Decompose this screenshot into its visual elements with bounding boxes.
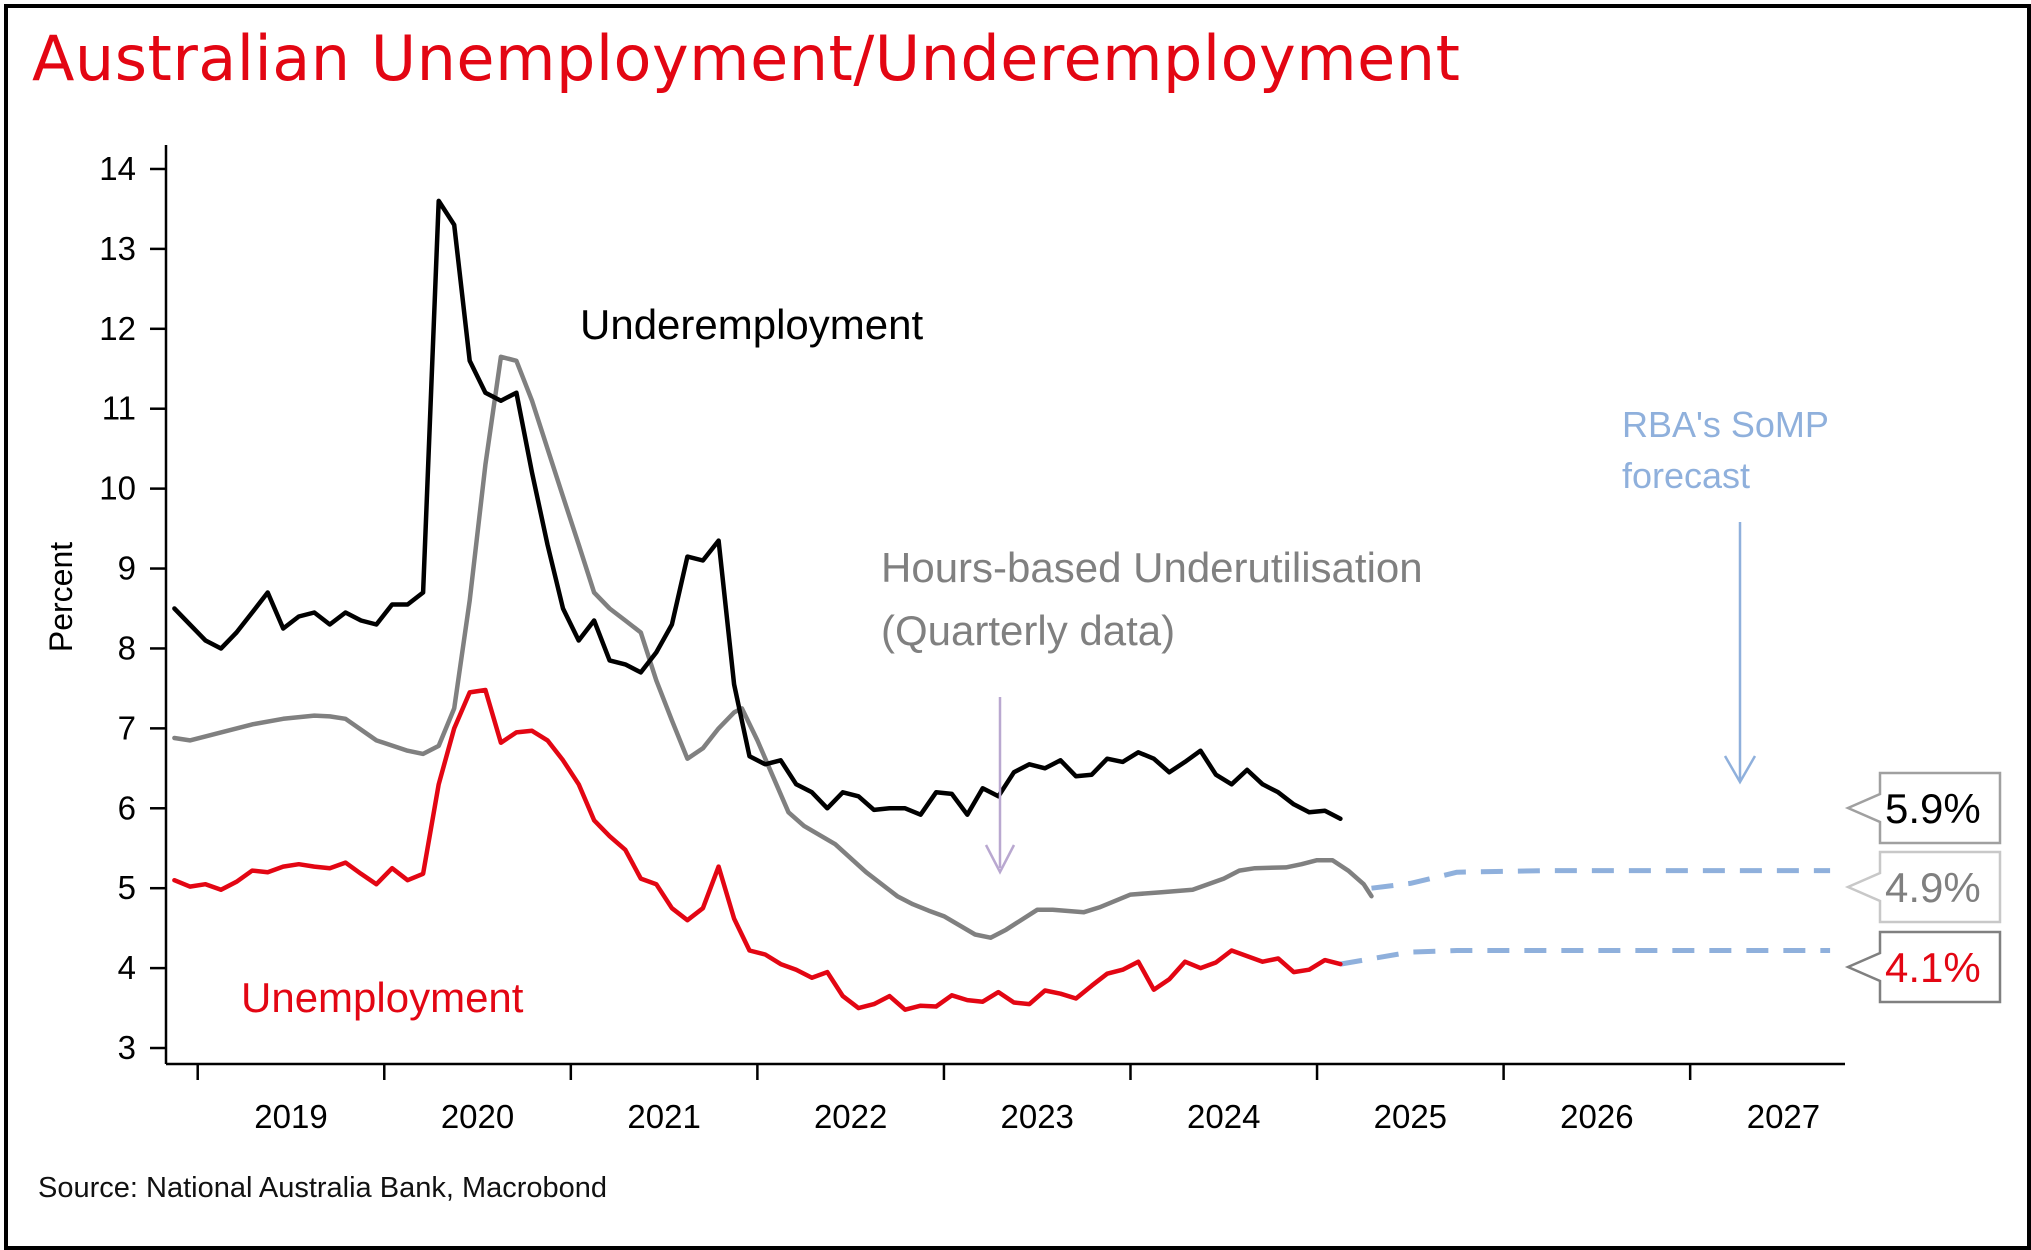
unemployment-label: Unemployment xyxy=(241,974,524,1021)
underutilisation-end-label-box xyxy=(1844,850,2002,924)
y-ticks: 3 4 5 6 7 8 9 10 11 12 13 14 xyxy=(99,150,166,1066)
x-tick-label: 2023 xyxy=(1001,1098,1074,1135)
y-tick-label: 12 xyxy=(99,310,136,347)
chart-frame xyxy=(4,4,2031,1250)
series-layer xyxy=(172,198,1831,1012)
x-ticks: 2019 2020 2021 2022 2023 2024 2025 2026 2027 xyxy=(196,1064,1820,1135)
underutilisation-arrow xyxy=(984,697,1016,875)
x-tick-label: 2019 xyxy=(254,1098,327,1135)
underemployment-end-label: 5.9% xyxy=(1885,785,1981,832)
unemployment-line xyxy=(172,687,1343,1012)
underutilisation-label-line2: (Quarterly data) xyxy=(881,607,1175,654)
y-tick-label: 9 xyxy=(118,550,136,587)
y-tick-label: 8 xyxy=(118,629,136,666)
y-tick-label: 4 xyxy=(118,949,136,986)
y-tick-label: 10 xyxy=(99,470,136,507)
forecast-label-line2: forecast xyxy=(1622,455,1750,496)
forecast-underutilisation-line xyxy=(1371,868,1831,891)
underutilisation-end-label: 4.9% xyxy=(1885,864,1981,911)
y-tick-label: 3 xyxy=(118,1029,136,1066)
chart-title: Australian Unemployment/Underemployment xyxy=(32,22,1461,95)
forecast-arrow xyxy=(1723,522,1757,785)
x-tick-label: 2024 xyxy=(1187,1098,1260,1135)
annotation-layer: Underemployment Hours-based Underutilisa… xyxy=(241,301,1829,1021)
y-axis-label: Percent xyxy=(43,542,79,652)
end-label-layer: 5.9% 4.9% 4.1% xyxy=(1844,771,2002,1004)
x-tick-label: 2027 xyxy=(1747,1098,1820,1135)
y-tick-label: 13 xyxy=(99,230,136,267)
underutilisation-label-line1: Hours-based Underutilisation xyxy=(881,544,1423,591)
forecast-label-line1: RBA's SoMP xyxy=(1622,404,1829,445)
underemployment-end-label-box xyxy=(1844,771,2002,845)
y-tick-label: 6 xyxy=(118,789,136,826)
x-tick-label: 2022 xyxy=(814,1098,887,1135)
y-tick-label: 11 xyxy=(102,390,136,427)
x-tick-label: 2020 xyxy=(441,1098,514,1135)
underemployment-line xyxy=(172,198,1343,821)
x-tick-label: 2021 xyxy=(627,1098,700,1135)
unemployment-end-label: 4.1% xyxy=(1885,944,1981,991)
source-note: Source: National Australia Bank, Macrobo… xyxy=(38,1172,608,1204)
y-tick-label: 14 xyxy=(99,150,136,187)
x-tick-label: 2026 xyxy=(1560,1098,1633,1135)
forecast-unemployment-line xyxy=(1339,948,1831,967)
x-tick-label: 2025 xyxy=(1374,1098,1447,1135)
y-tick-label: 5 xyxy=(118,869,136,906)
underutilisation-line xyxy=(172,354,1374,940)
y-tick-label: 7 xyxy=(118,709,136,746)
unemployment-end-label-box xyxy=(1844,930,2002,1004)
underemployment-label: Underemployment xyxy=(580,301,923,348)
